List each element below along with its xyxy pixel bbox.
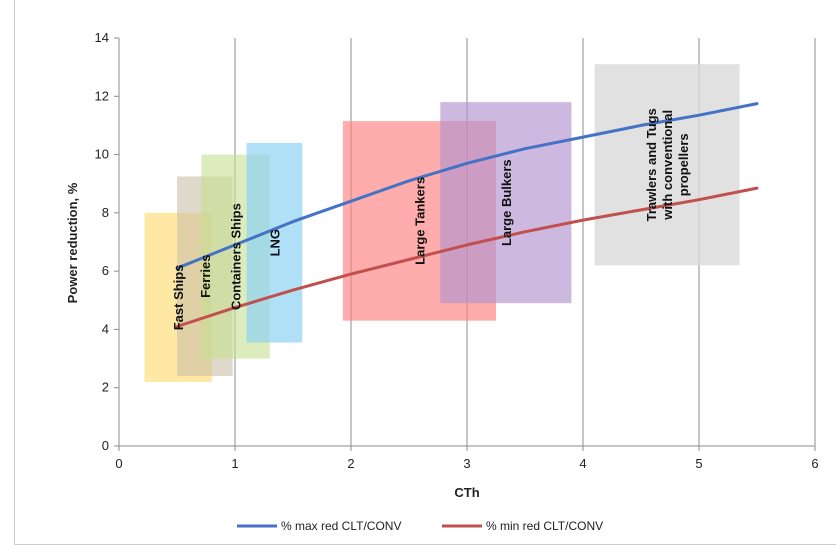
region-label: propellers	[676, 133, 691, 196]
region-label: with conventional	[660, 110, 675, 221]
x-tick-label: 6	[811, 456, 818, 471]
vessel-regions	[144, 64, 740, 382]
x-tick-label: 1	[231, 456, 238, 471]
region-label: Large Tankers	[412, 177, 427, 265]
x-axis-title: CTh	[454, 485, 479, 500]
region-label: Ferries	[198, 255, 213, 298]
region-labels: Fast Ships Ferries Containers Ships LNG Larg…	[171, 108, 691, 330]
region-box	[246, 142, 303, 343]
y-tick-label: 0	[102, 438, 109, 453]
region-box	[594, 64, 740, 266]
y-tick-label: 14	[95, 30, 109, 45]
y-tick-label: 8	[102, 205, 109, 220]
legend: % max red CLT/CONV % min red CLT/CONV	[237, 519, 603, 533]
x-tick-label: 2	[347, 456, 354, 471]
x-tick-label: 4	[579, 456, 586, 471]
region-label: Containers Ships	[229, 203, 244, 310]
y-axis-title: Power reduction, %	[65, 182, 80, 303]
series-lines	[175, 102, 759, 328]
chart-frame	[14, 0, 836, 545]
y-tick-label: 2	[102, 380, 109, 395]
region-box	[440, 102, 572, 304]
region-label: Trawlers and Tugs	[644, 108, 659, 221]
y-tick-label: 4	[102, 321, 109, 336]
region-label: Fast Ships	[171, 265, 186, 331]
x-tick-label: 5	[695, 456, 702, 471]
series-line-min	[175, 186, 759, 328]
y-tick-label: 10	[95, 147, 109, 162]
legend-label-min: % min red CLT/CONV	[486, 519, 603, 533]
region-label: LNG	[267, 229, 282, 256]
y-tick-label: 12	[95, 88, 109, 103]
x-tick-label: 0	[115, 456, 122, 471]
x-tick-label: 3	[463, 456, 470, 471]
region-label: Large Bulkers	[499, 159, 514, 246]
y-tick-label: 6	[102, 263, 109, 278]
series-line-max	[175, 102, 759, 270]
legend-label-max: % max red CLT/CONV	[281, 519, 401, 533]
